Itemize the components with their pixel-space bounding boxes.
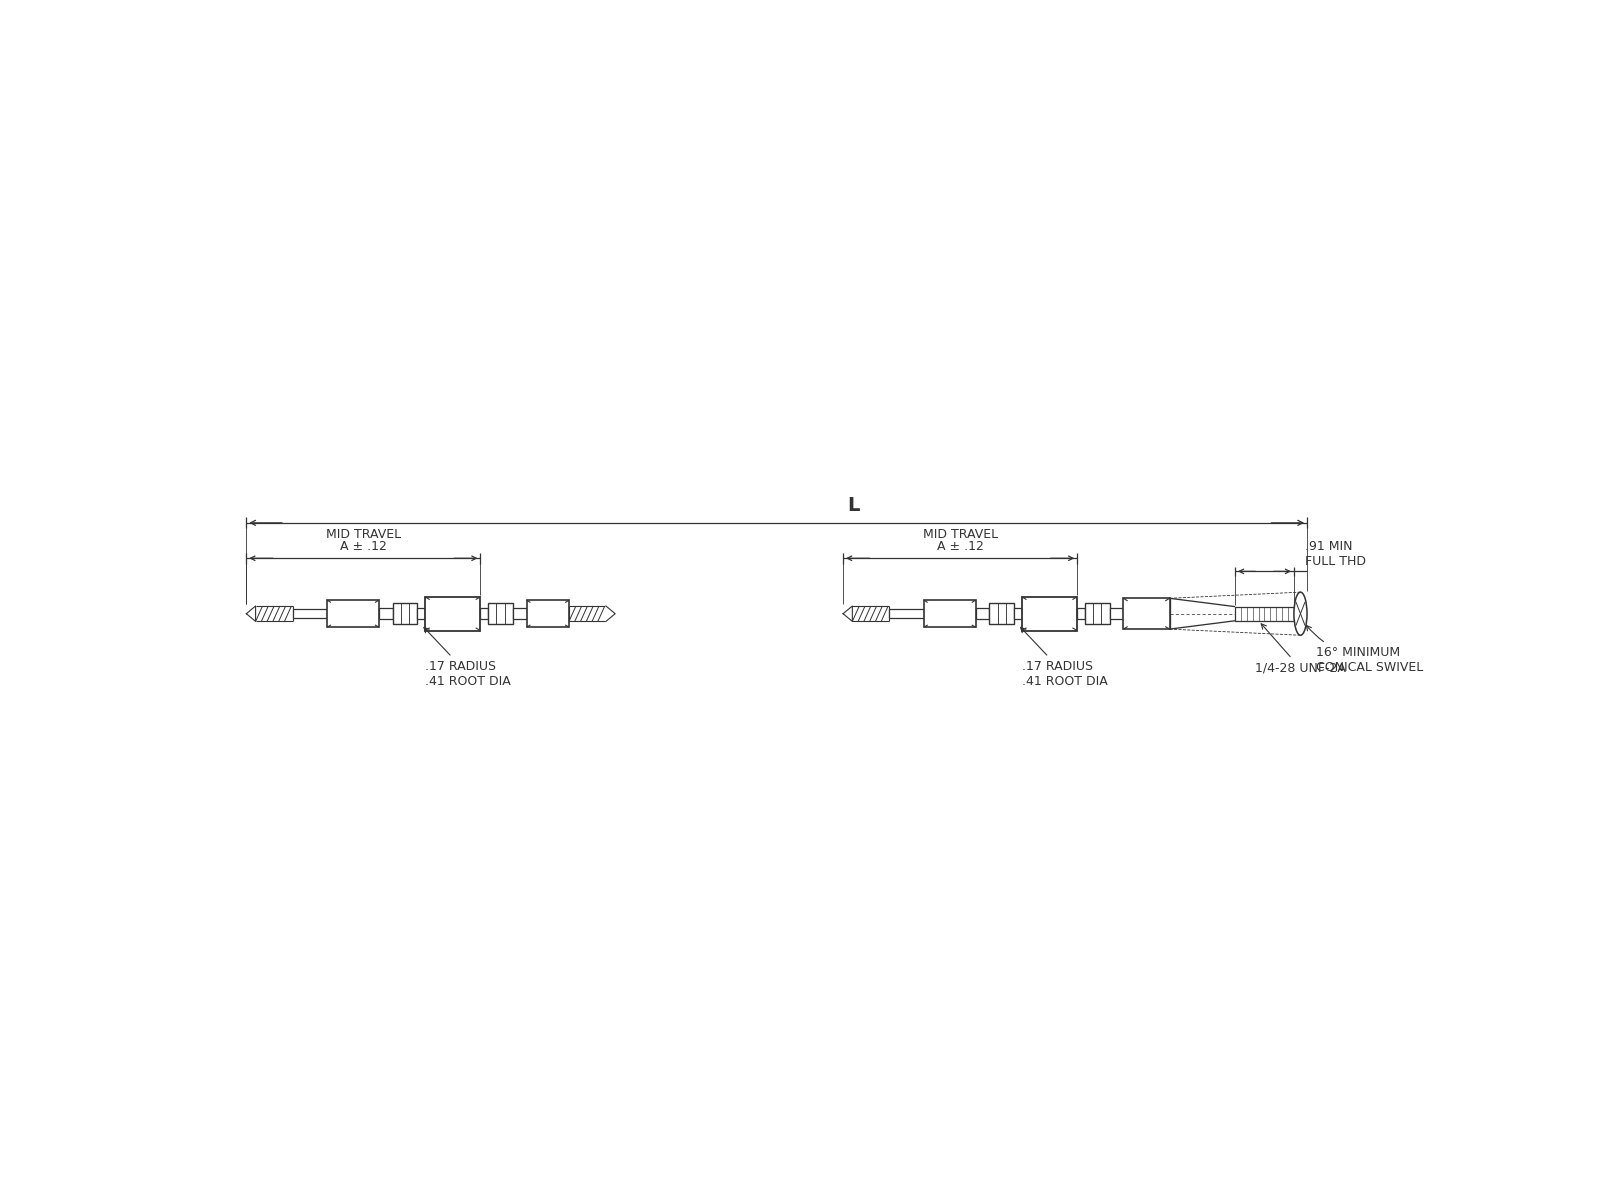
Bar bbox=[426, 596, 480, 631]
Text: .91 MIN
FULL THD: .91 MIN FULL THD bbox=[1304, 540, 1366, 569]
Text: MID TRAVEL: MID TRAVEL bbox=[326, 528, 402, 540]
Bar bbox=[326, 600, 379, 628]
Bar bbox=[418, 608, 426, 619]
Text: 16° MINIMUM
CONICAL SWIVEL: 16° MINIMUM CONICAL SWIVEL bbox=[1306, 625, 1424, 674]
Bar bbox=[976, 608, 989, 619]
Bar bbox=[293, 608, 326, 618]
Bar bbox=[512, 608, 526, 619]
Bar bbox=[1022, 596, 1077, 631]
Polygon shape bbox=[246, 606, 256, 622]
Ellipse shape bbox=[1294, 592, 1307, 635]
Text: A ± .12: A ± .12 bbox=[936, 540, 984, 553]
Bar bbox=[480, 608, 488, 619]
Bar bbox=[379, 608, 392, 619]
Text: L: L bbox=[848, 496, 859, 515]
Polygon shape bbox=[843, 606, 853, 622]
Bar bbox=[1077, 608, 1085, 619]
Text: A ± .12: A ± .12 bbox=[339, 540, 387, 553]
Bar bbox=[1235, 607, 1294, 620]
Text: MID TRAVEL: MID TRAVEL bbox=[923, 528, 998, 540]
Bar bbox=[923, 600, 976, 628]
Text: .17 RADIUS
.41 ROOT DIA: .17 RADIUS .41 ROOT DIA bbox=[1021, 628, 1107, 688]
Bar bbox=[1085, 602, 1109, 624]
Text: 1/4-28 UNF-2A: 1/4-28 UNF-2A bbox=[1254, 624, 1346, 674]
Bar bbox=[392, 602, 418, 624]
Bar bbox=[1014, 608, 1022, 619]
Bar bbox=[890, 608, 923, 618]
Bar bbox=[989, 602, 1014, 624]
Bar bbox=[1123, 599, 1170, 629]
Bar bbox=[1109, 608, 1123, 619]
Polygon shape bbox=[606, 606, 614, 622]
Bar bbox=[526, 600, 570, 628]
Text: .17 RADIUS
.41 ROOT DIA: .17 RADIUS .41 ROOT DIA bbox=[424, 628, 510, 688]
Bar bbox=[488, 602, 512, 624]
